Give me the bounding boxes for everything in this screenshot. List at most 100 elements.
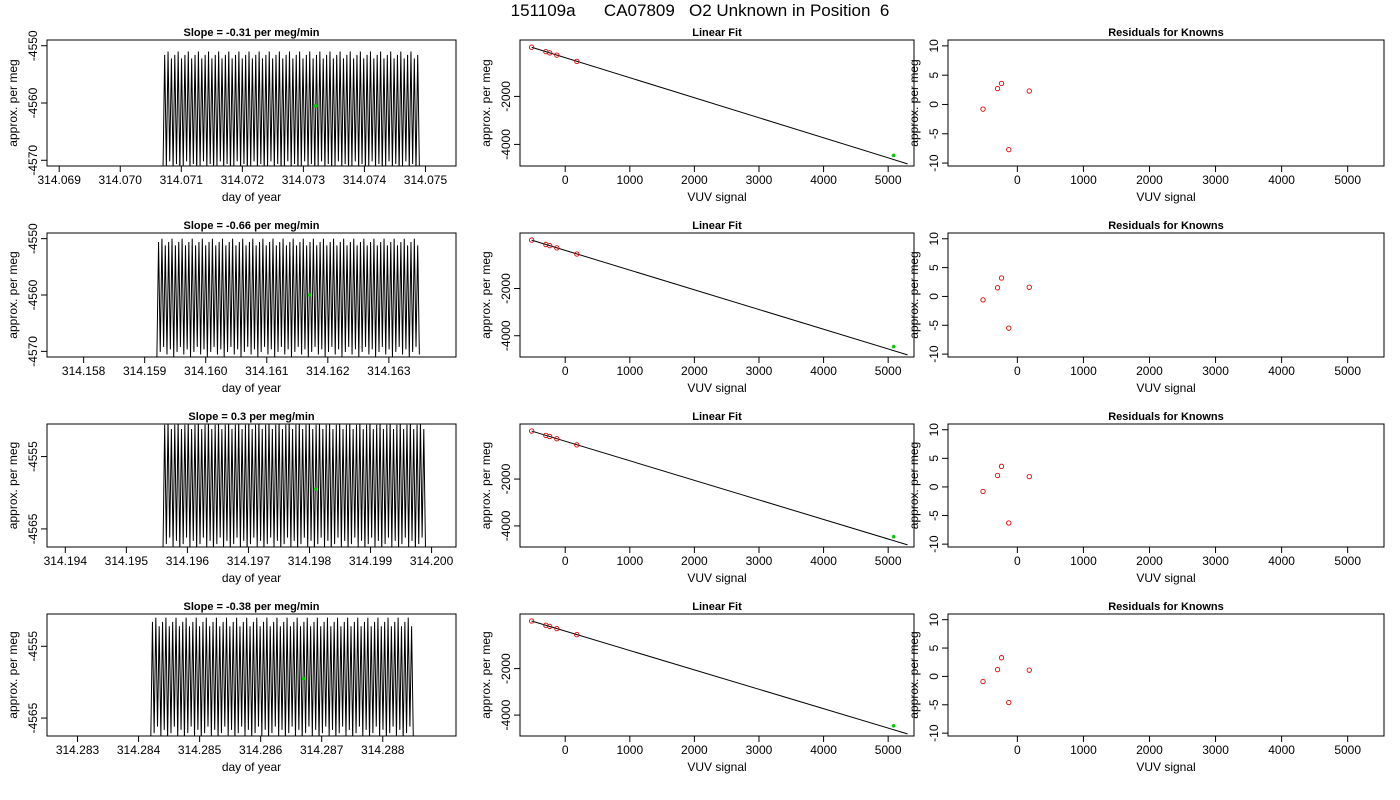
y-tick-label: 10 bbox=[927, 613, 941, 627]
plot-area bbox=[528, 618, 908, 735]
plot-frame bbox=[519, 613, 915, 737]
y-tick-label: 0 bbox=[927, 673, 941, 680]
x-tick-label: 4000 bbox=[1268, 743, 1295, 757]
panel-linear-fit-4: Linear Fit VUV signal approx. per meg 0 1000… bbox=[479, 601, 915, 774]
x-axis-label: VUV signal bbox=[1136, 190, 1195, 204]
x-axis-label: VUV signal bbox=[1136, 381, 1195, 395]
x-tick-label: 0 bbox=[1014, 364, 1021, 378]
plot-frame bbox=[46, 423, 457, 548]
known-standard-point bbox=[547, 242, 553, 249]
y-axis-label: approx. per meg bbox=[907, 59, 921, 146]
x-tick-label: 2000 bbox=[1136, 554, 1163, 568]
chart-title: Linear Fit bbox=[692, 601, 742, 613]
y-tick-label: 5 bbox=[927, 264, 941, 271]
known-standard-point bbox=[528, 428, 535, 434]
plot-area bbox=[980, 80, 1032, 153]
panel-residuals-3: Residuals for Knowns VUV signal approx. pe… bbox=[907, 411, 1385, 585]
x-tick-label: 314.284 bbox=[117, 743, 161, 757]
residual-point bbox=[994, 85, 1001, 92]
y-tick-label: -4555 bbox=[26, 441, 40, 472]
plot-area bbox=[528, 428, 908, 546]
x-tick-label: 314.288 bbox=[361, 743, 405, 757]
panel-time-series-3: Slope = 0.3 per meg/min day of year approx… bbox=[6, 411, 457, 585]
x-tick-label: 314.158 bbox=[62, 364, 106, 378]
x-tick-label: 3000 bbox=[746, 743, 773, 757]
panel-time-series-2: Slope = -0.66 per meg/min day of year appr… bbox=[6, 220, 457, 395]
x-tick-label: 2000 bbox=[681, 364, 708, 378]
plot-area bbox=[162, 424, 426, 547]
plot-frame bbox=[947, 613, 1385, 737]
plot-area bbox=[162, 51, 420, 166]
x-axis-label: day of year bbox=[222, 760, 281, 774]
x-tick-label: 1000 bbox=[616, 554, 643, 568]
chart-title: Residuals for Knowns bbox=[1108, 601, 1224, 613]
x-tick-label: 314.073 bbox=[282, 173, 326, 187]
x-tick-label: 314.197 bbox=[227, 554, 271, 568]
x-tick-label: 5000 bbox=[875, 554, 902, 568]
chart-title: Linear Fit bbox=[692, 27, 742, 39]
x-tick-label: 314.199 bbox=[349, 554, 393, 568]
residual-point bbox=[998, 80, 1005, 87]
signal-trace bbox=[156, 238, 420, 357]
known-standard-point bbox=[528, 44, 535, 50]
unknown-average-point bbox=[313, 487, 318, 491]
known-standard-point bbox=[574, 632, 580, 638]
x-tick-label: 5000 bbox=[1334, 364, 1361, 378]
chart-title: Slope = 0.3 per meg/min bbox=[188, 411, 315, 423]
residual-point bbox=[980, 297, 986, 303]
x-tick-label: 4000 bbox=[810, 554, 837, 568]
x-tick-label: 0 bbox=[562, 554, 569, 568]
signal-trace bbox=[162, 51, 420, 166]
y-tick-label: -2000 bbox=[499, 81, 513, 112]
x-tick-label: 0 bbox=[1014, 173, 1021, 187]
y-tick-label: -2000 bbox=[499, 463, 513, 494]
y-tick-label: -5 bbox=[927, 320, 941, 331]
x-tick-label: 0 bbox=[562, 173, 569, 187]
y-tick-label: 0 bbox=[927, 483, 941, 490]
known-standard-point bbox=[554, 625, 560, 632]
unknown-point bbox=[891, 344, 896, 349]
known-standard-point bbox=[547, 433, 553, 440]
x-tick-label: 314.074 bbox=[343, 173, 387, 187]
x-tick-label: 1000 bbox=[1070, 554, 1097, 568]
residual-point bbox=[994, 285, 1001, 291]
known-standard-point bbox=[574, 251, 580, 257]
x-tick-label: 314.069 bbox=[38, 173, 82, 187]
residual-point bbox=[1026, 473, 1032, 480]
residual-point bbox=[998, 655, 1005, 661]
signal-trace bbox=[162, 424, 426, 547]
x-tick-label: 1000 bbox=[1070, 173, 1097, 187]
signal-trace bbox=[150, 617, 414, 736]
chart-title: Slope = -0.31 per meg/min bbox=[183, 27, 319, 39]
x-tick-label: 3000 bbox=[1202, 554, 1229, 568]
known-standard-point bbox=[547, 623, 553, 630]
chart-title: Slope = -0.66 per meg/min bbox=[183, 220, 319, 232]
plot-area bbox=[528, 44, 908, 165]
x-tick-label: 0 bbox=[562, 743, 569, 757]
residual-point bbox=[998, 463, 1005, 469]
y-tick-label: -5 bbox=[927, 510, 941, 521]
x-axis-label: VUV signal bbox=[1136, 571, 1195, 585]
x-tick-label: 1000 bbox=[616, 173, 643, 187]
y-tick-label: -4000 bbox=[499, 510, 513, 541]
unknown-point bbox=[891, 153, 896, 158]
y-axis-label: approx. per meg bbox=[479, 59, 493, 146]
panel-linear-fit-3: Linear Fit VUV signal approx. per meg 0 1000… bbox=[479, 411, 915, 585]
x-tick-label: 4000 bbox=[810, 173, 837, 187]
residual-point bbox=[1006, 325, 1012, 331]
x-tick-label: 314.160 bbox=[184, 364, 228, 378]
known-standard-point bbox=[574, 58, 580, 65]
panel-linear-fit-1: Linear Fit VUV signal approx. per meg 0 1000… bbox=[479, 27, 915, 204]
x-tick-label: 1000 bbox=[1070, 364, 1097, 378]
residual-point bbox=[1026, 284, 1032, 290]
plot-area bbox=[980, 463, 1032, 526]
known-standard-point bbox=[547, 50, 553, 56]
y-tick-label: -10 bbox=[927, 154, 941, 172]
known-standard-point bbox=[554, 52, 560, 58]
unknown-average-point bbox=[313, 104, 318, 108]
x-axis-label: VUV signal bbox=[687, 760, 746, 774]
y-tick-label: -4550 bbox=[26, 223, 40, 254]
plot-area bbox=[980, 275, 1032, 331]
x-tick-label: 3000 bbox=[1202, 743, 1229, 757]
y-tick-label: -10 bbox=[927, 345, 941, 363]
